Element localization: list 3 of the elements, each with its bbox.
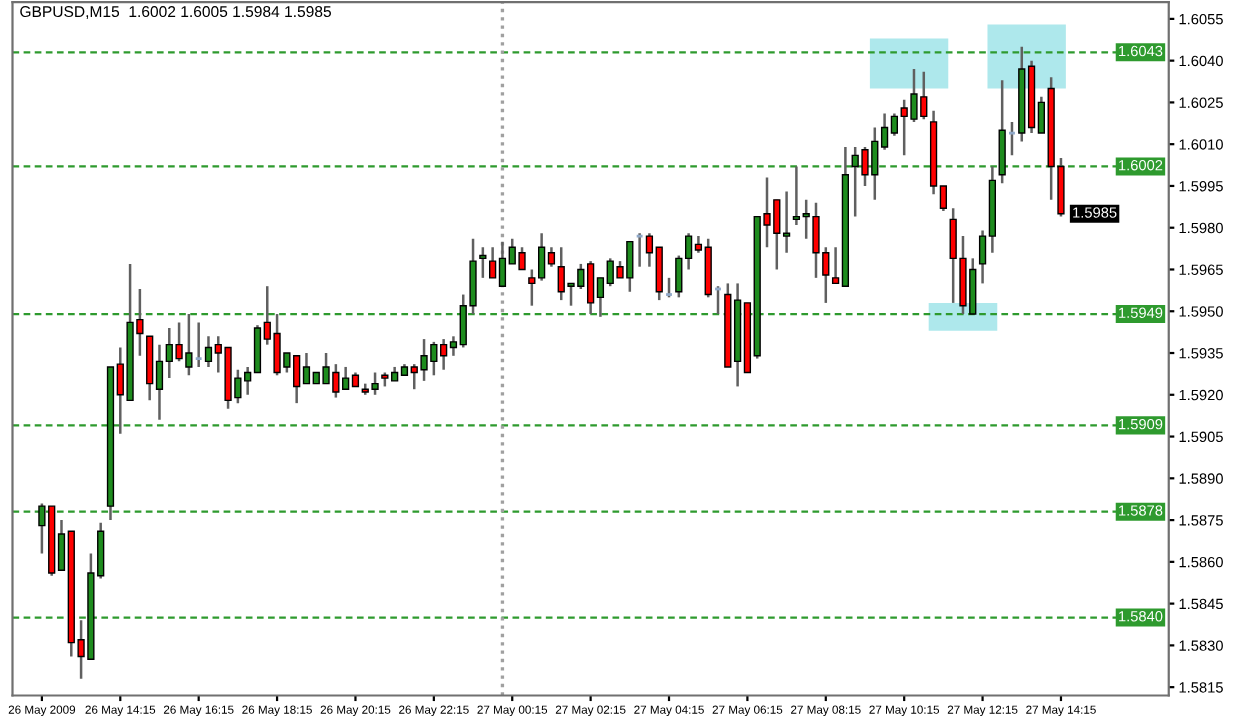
candlestick bbox=[479, 245, 487, 280]
candlestick bbox=[664, 276, 674, 299]
candlestick bbox=[998, 78, 1006, 185]
